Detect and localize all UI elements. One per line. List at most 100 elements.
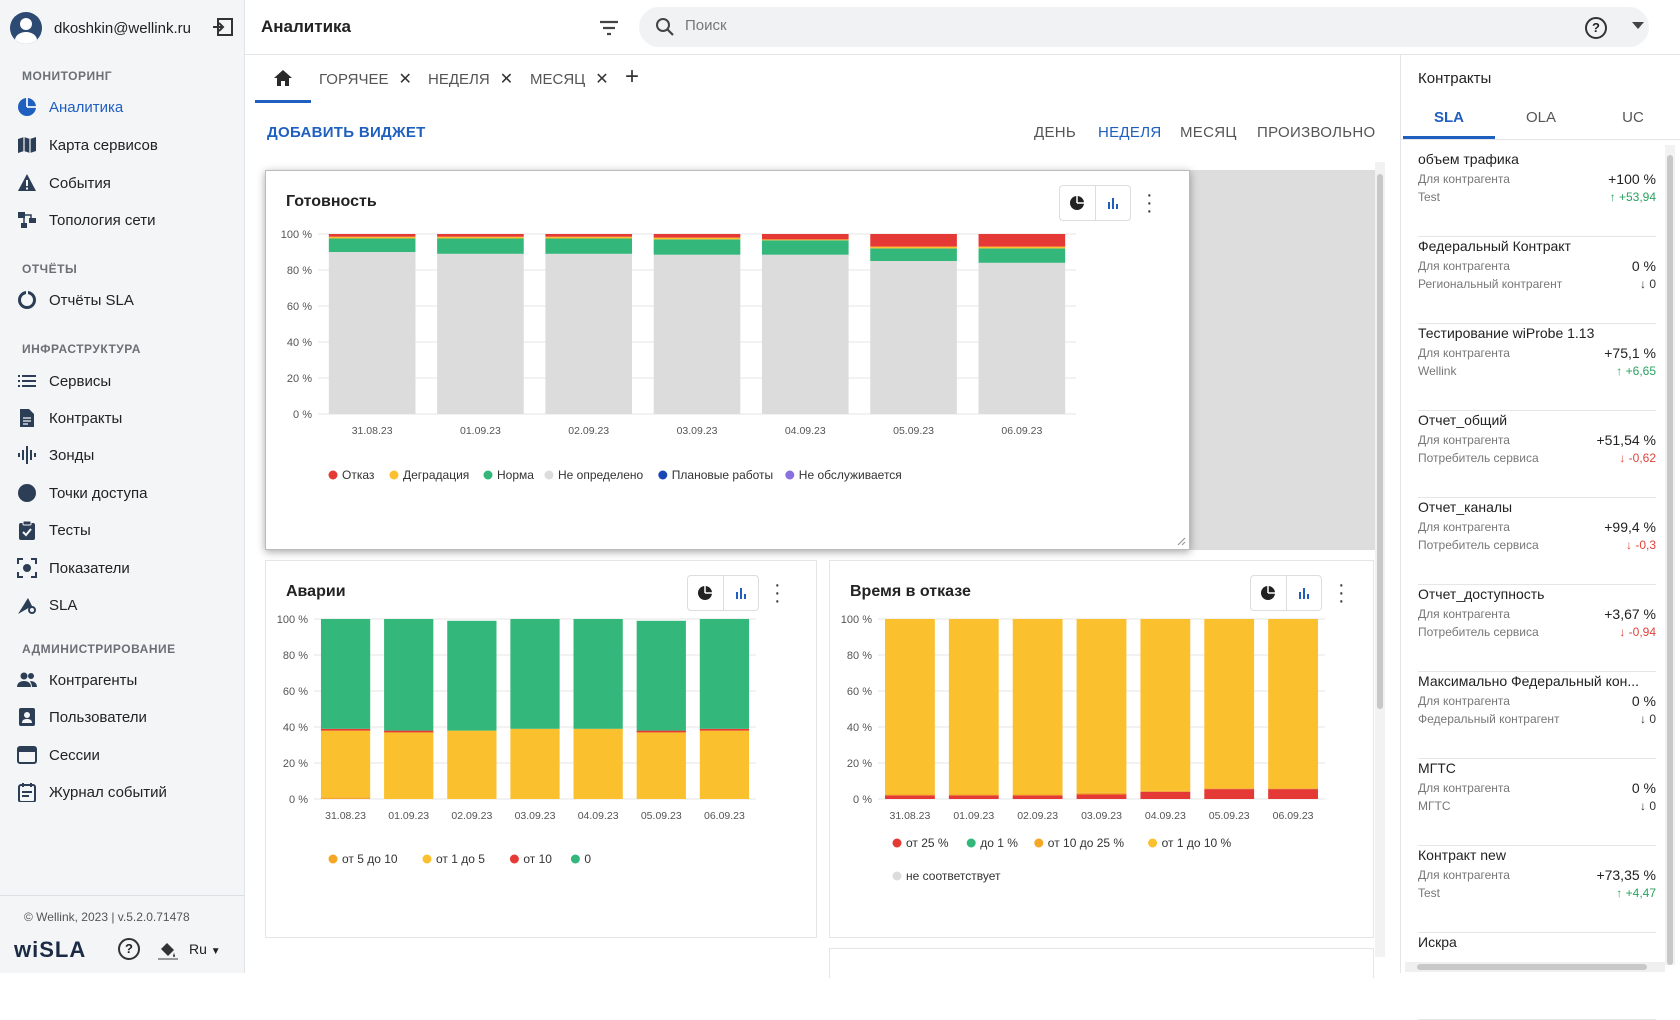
sidebar-item[interactable]: Топология сети: [16, 205, 231, 235]
contract-item[interactable]: Контракт new Для контрагента Test +73,35 % ↑…: [1418, 847, 1656, 933]
sidebar-item[interactable]: Зонды: [16, 440, 231, 470]
bar-segment[interactable]: [320, 797, 371, 799]
bar-segment[interactable]: [1268, 788, 1318, 790]
bar-segment[interactable]: [885, 619, 935, 795]
contract-item[interactable]: Максимально Федеральный кон... Для контра…: [1418, 673, 1656, 759]
bar-segment[interactable]: [653, 237, 741, 240]
bar-segment[interactable]: [870, 261, 957, 414]
bar-segment[interactable]: [437, 234, 524, 237]
bar-segment[interactable]: [653, 239, 741, 255]
bar-segment[interactable]: [384, 730, 434, 733]
pie-chart-icon[interactable]: [688, 576, 723, 610]
bar-segment[interactable]: [573, 728, 623, 799]
sidebar-item[interactable]: Сессии: [16, 740, 231, 770]
close-icon[interactable]: ✕: [499, 71, 514, 88]
legend-label[interactable]: от 1 до 5: [436, 852, 485, 866]
bar-segment[interactable]: [761, 254, 849, 414]
more-vert-icon[interactable]: · · ·: [774, 574, 781, 612]
period-day[interactable]: ДЕНЬ: [1034, 124, 1077, 141]
sidebar-item[interactable]: Контрагенты: [16, 665, 231, 695]
bar-segment[interactable]: [699, 730, 750, 799]
bar-segment[interactable]: [545, 234, 633, 237]
bar-segment[interactable]: [1140, 790, 1191, 792]
bar-segment[interactable]: [545, 236, 633, 239]
bar-segment[interactable]: [1268, 619, 1318, 789]
bar-segment[interactable]: [545, 253, 633, 414]
sidebar-item[interactable]: SLA: [16, 590, 231, 620]
more-vert-icon[interactable]: · · ·: [1146, 184, 1153, 222]
tab-week[interactable]: НЕДЕЛЯ ✕: [428, 69, 513, 89]
tab-ola[interactable]: OLA: [1525, 109, 1556, 126]
period-custom[interactable]: ПРОИЗВОЛЬНО: [1257, 124, 1376, 141]
bar-segment[interactable]: [1012, 794, 1063, 796]
contracts-hscrollbar[interactable]: [1405, 962, 1665, 972]
scrollbar-thumb[interactable]: [1667, 155, 1673, 965]
period-month[interactable]: МЕСЯЦ: [1180, 124, 1237, 141]
sidebar-item[interactable]: Точки доступа: [16, 478, 231, 508]
contract-item[interactable]: Отчет_доступность Для контрагента Потребит…: [1418, 586, 1656, 672]
bar-segment[interactable]: [437, 253, 524, 414]
bar-segment[interactable]: [653, 234, 741, 238]
bar-segment[interactable]: [699, 619, 750, 729]
bar-segment[interactable]: [510, 619, 560, 729]
bar-segment[interactable]: [761, 239, 849, 241]
bar-segment[interactable]: [384, 732, 434, 799]
sidebar-item[interactable]: Отчёты SLA: [16, 285, 231, 315]
bar-segment[interactable]: [510, 728, 560, 799]
legend-label[interactable]: Не определено: [558, 468, 644, 482]
legend-label[interactable]: Отказ: [342, 468, 375, 482]
bar-segment[interactable]: [320, 619, 371, 729]
contracts-scrollbar[interactable]: [1665, 145, 1675, 965]
sidebar-item[interactable]: Показатели: [16, 553, 231, 583]
user-profile[interactable]: dkoshkin@wellink.ru: [10, 10, 235, 46]
legend-label[interactable]: не соответствует: [906, 869, 1001, 883]
bar-segment[interactable]: [699, 728, 750, 731]
bar-segment[interactable]: [653, 254, 741, 414]
close-icon[interactable]: ✕: [595, 71, 609, 88]
tab-uc[interactable]: UC: [1622, 109, 1644, 126]
add-tab-icon[interactable]: +: [625, 63, 640, 90]
contract-item[interactable]: МГТС Для контрагента МГТС 0 % ↓ 0: [1418, 760, 1656, 846]
bar-segment[interactable]: [948, 619, 999, 795]
sidebar-item[interactable]: Сервисы: [16, 366, 231, 396]
sidebar-item[interactable]: Пользователи: [16, 702, 231, 732]
bar-segment[interactable]: [1268, 789, 1318, 799]
legend-label[interactable]: 0: [584, 852, 591, 866]
bar-segment[interactable]: [636, 732, 686, 799]
bar-chart-icon[interactable]: [1285, 576, 1321, 610]
contract-item[interactable]: Тестирование wiProbe 1.13 Для контрагента…: [1418, 325, 1656, 411]
sidebar-item[interactable]: Карта сервисов: [16, 130, 231, 160]
bar-segment[interactable]: [328, 236, 416, 239]
bar-segment[interactable]: [320, 730, 371, 798]
contract-item[interactable]: объем трафика Для контрагента Test +100 % ↑ …: [1418, 151, 1656, 237]
legend-label[interactable]: от 10: [523, 852, 552, 866]
widget-accidents[interactable]: Аварии · · · 0 % 20 % 40 % 60 % 80 % 100 % 31.08…: [265, 560, 817, 938]
legend-label[interactable]: от 10 до 25 %: [1048, 836, 1125, 850]
tab-hot[interactable]: ГОРЯЧЕЕ ✕: [319, 69, 412, 89]
sidebar-item[interactable]: Контракты: [16, 403, 231, 433]
bar-segment[interactable]: [437, 236, 524, 239]
search-bar[interactable]: [639, 7, 1649, 47]
bar-segment[interactable]: [328, 238, 416, 253]
bar-segment[interactable]: [437, 238, 524, 254]
bar-segment[interactable]: [978, 262, 1066, 414]
tab-month[interactable]: МЕСЯЦ ✕: [530, 69, 609, 89]
bar-segment[interactable]: [447, 620, 497, 731]
language-select[interactable]: Ru ▼: [189, 941, 221, 957]
bar-segment[interactable]: [1076, 794, 1127, 800]
bar-segment[interactable]: [447, 730, 497, 799]
sidebar-item[interactable]: Журнал событий: [16, 777, 231, 807]
logout-icon[interactable]: [212, 17, 234, 37]
bar-segment[interactable]: [761, 240, 849, 255]
bar-segment[interactable]: [384, 619, 434, 731]
avatar[interactable]: [10, 12, 42, 44]
bar-segment[interactable]: [1204, 619, 1255, 789]
bar-segment[interactable]: [1076, 619, 1127, 793]
bar-segment[interactable]: [1204, 788, 1255, 790]
bar-segment[interactable]: [328, 234, 416, 237]
sidebar-item[interactable]: Тесты: [16, 515, 231, 545]
bar-segment[interactable]: [761, 234, 849, 240]
bar-chart-icon[interactable]: [722, 576, 758, 610]
bar-segment[interactable]: [1140, 791, 1191, 799]
legend-label[interactable]: Плановые работы: [672, 468, 773, 482]
